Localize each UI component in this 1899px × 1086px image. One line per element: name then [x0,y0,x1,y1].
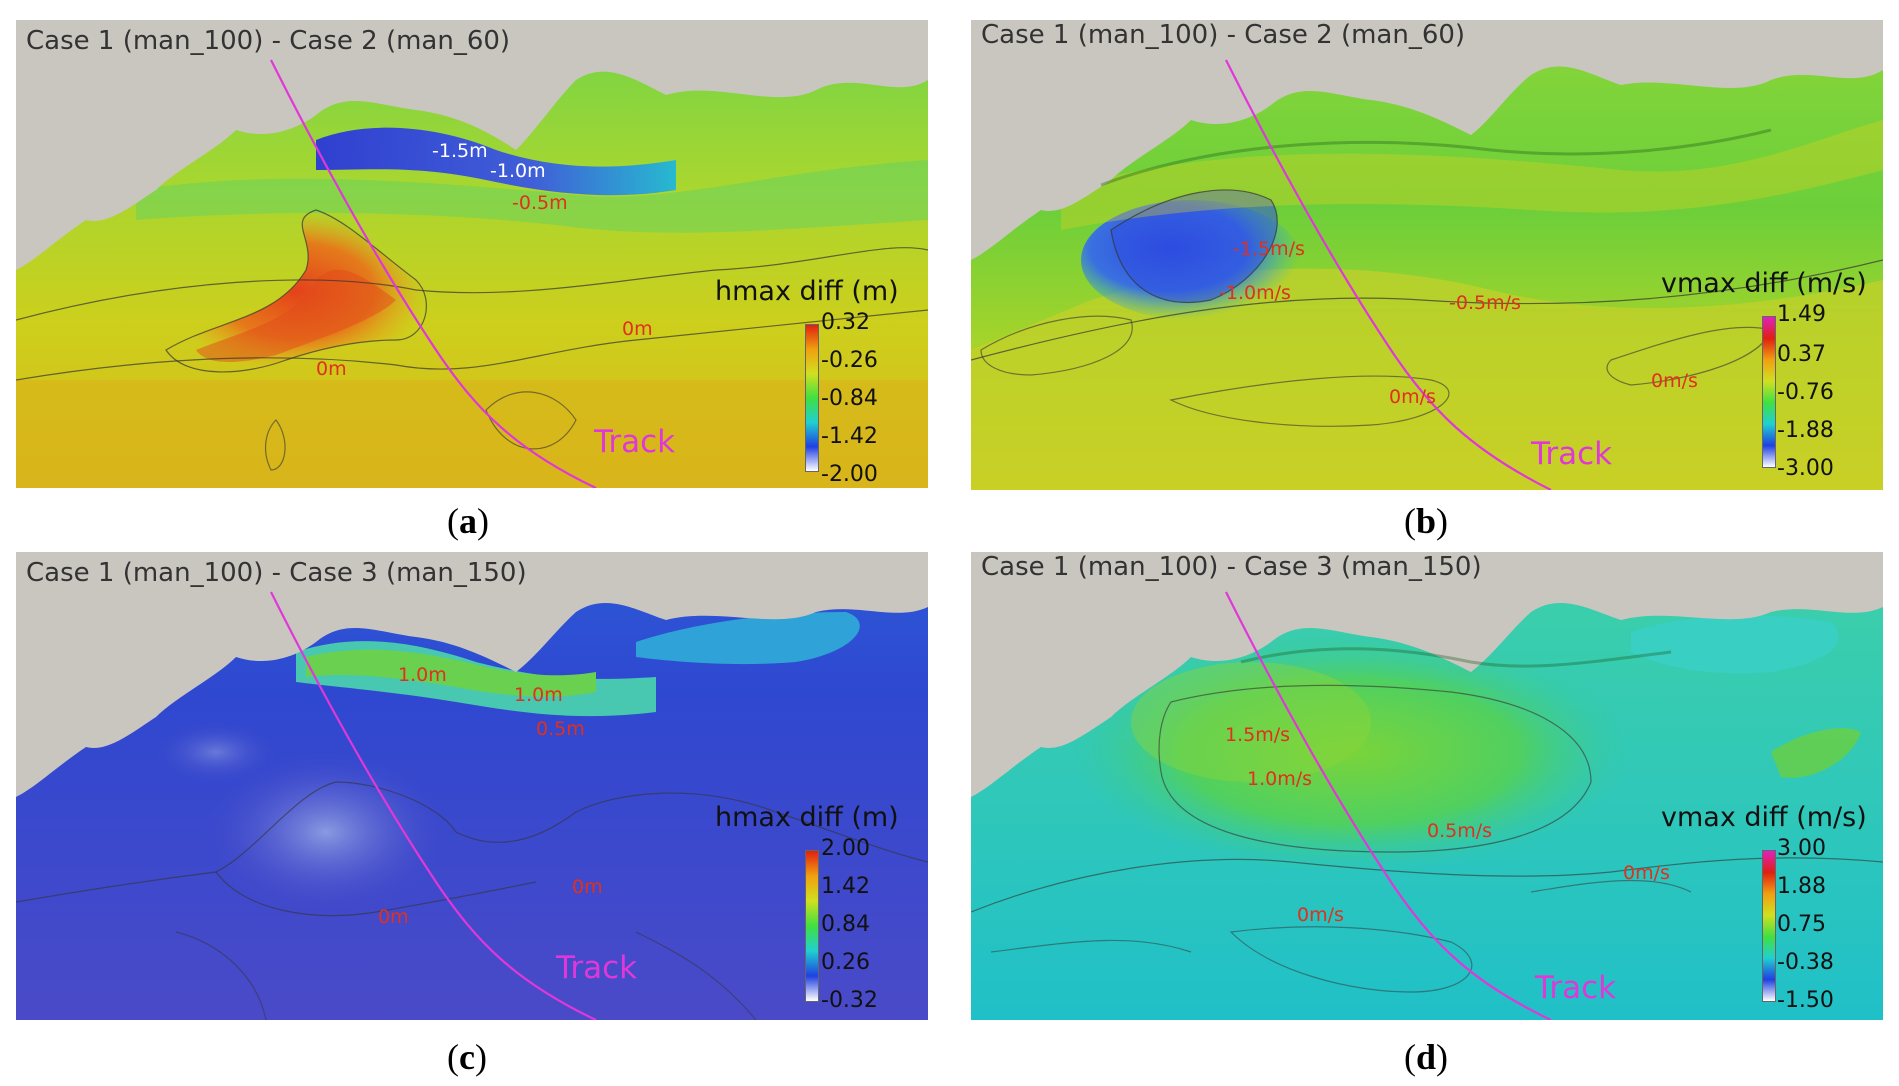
map-d [971,552,1883,1020]
colorbar-title: hmax diff (m) [715,802,899,833]
colorbar-tick: 3.00 [1777,836,1826,861]
contour-label: 0m/s [1297,904,1344,926]
contour-label: -1.5m [432,140,488,162]
colorbar-tick: -0.26 [821,348,878,373]
caption-d: (d) [1404,1037,1449,1077]
track-label: Track [556,950,638,986]
colorbar-tick: 0.37 [1777,342,1826,367]
colorbar-tick: -3.00 [1777,456,1834,481]
caption-c: (c) [447,1037,487,1077]
panel-title: Case 1 (man_100) - Case 2 (man_60) [981,20,1466,50]
colorbar-title: vmax diff (m/s) [1661,802,1867,833]
colorbar-tick: 0.26 [821,950,870,975]
colorbar [805,324,819,472]
colorbar-tick: -1.42 [821,424,878,449]
panel-b: Case 1 (man_100) - Case 2 (man_60) vmax … [971,20,1883,490]
colorbar-title: hmax diff (m) [715,276,899,307]
colorbar-tick: 1.49 [1777,302,1826,327]
contour-label: 0.5m [536,718,585,740]
colorbar-tick: 2.00 [821,836,870,861]
panel-d: Case 1 (man_100) - Case 3 (man_150) vmax… [971,552,1883,1020]
colorbar-tick: -1.88 [1777,418,1834,443]
contour-label: 1.0m [514,684,563,706]
storm-track-a [270,59,597,488]
colorbar [805,850,819,1002]
contour-label: 0m [572,876,603,898]
colorbar-tick: -0.32 [821,988,878,1013]
contour-label: 0m [378,906,409,928]
panel-c: Case 1 (man_100) - Case 3 (man_150) hmax… [16,552,928,1020]
contour-label: -0.5m [512,192,568,214]
colorbar-tick: -0.84 [821,386,878,411]
contour-label: 0m/s [1623,862,1670,884]
contour-label: -1.0m [490,160,546,182]
panel-a: Case 1 (man_100) - Case 2 (man_60) hmax … [16,20,928,488]
contour-label: -1.5m/s [1233,238,1305,260]
contour-label: 0m [622,318,653,340]
track-label: Track [1531,436,1613,472]
contour-label: 1.5m/s [1225,724,1291,746]
contour-label: 0.5m/s [1427,820,1493,842]
colorbar-tick: -0.38 [1777,950,1834,975]
colorbar-tick: -0.76 [1777,380,1834,405]
colorbar-tick: 1.88 [1777,874,1826,899]
storm-track-d [1225,591,1552,1020]
colorbar [1762,850,1776,1002]
contour-label: 1.0m [398,664,447,686]
contour-label: -1.0m/s [1219,282,1291,304]
colorbar-tick: -1.50 [1777,988,1834,1013]
contour-label: 0m [316,358,347,380]
colorbar-title: vmax diff (m/s) [1661,268,1867,299]
caption-a: (a) [447,501,489,541]
contour-label: 0m/s [1389,386,1436,408]
colorbar-tick: 0.32 [821,310,870,335]
colorbar [1762,316,1776,468]
colorbar-tick: 0.75 [1777,912,1826,937]
panel-title: Case 1 (man_100) - Case 3 (man_150) [26,558,527,588]
contour-label: -0.5m/s [1449,292,1521,314]
caption-b: (b) [1404,501,1449,541]
map-c [16,552,928,1020]
panel-title: Case 1 (man_100) - Case 3 (man_150) [981,552,1482,582]
contour-label: 0m/s [1651,370,1698,392]
map-b [971,20,1883,490]
storm-track-c [270,591,597,1020]
map-a [16,20,928,488]
storm-track-b [1225,59,1552,490]
colorbar-tick: 1.42 [821,874,870,899]
colorbar-tick: 0.84 [821,912,870,937]
track-label: Track [594,424,676,460]
track-label: Track [1535,970,1617,1006]
colorbar-tick: -2.00 [821,462,878,487]
panel-title: Case 1 (man_100) - Case 2 (man_60) [26,26,511,56]
contour-label: 1.0m/s [1247,768,1313,790]
